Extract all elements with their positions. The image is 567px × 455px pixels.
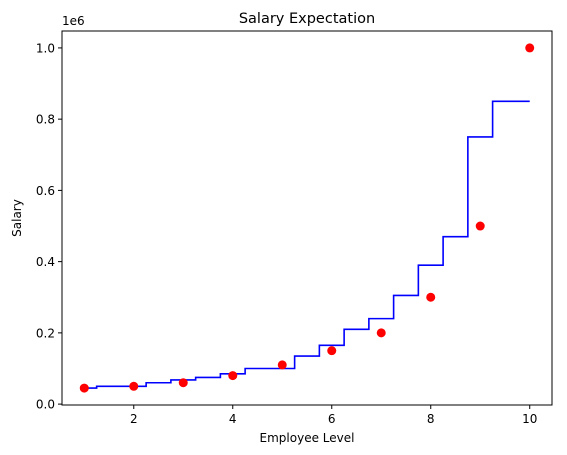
y-tick-label: 0.4 (36, 255, 55, 269)
scatter-point (525, 43, 535, 53)
y-axis-offset-label: 1e6 (62, 14, 85, 28)
chart-title: Salary Expectation (239, 11, 375, 27)
y-tick-label: 0.6 (36, 184, 55, 198)
scatter-point (277, 360, 287, 370)
plot-area (79, 43, 535, 393)
scatter-point (376, 328, 386, 338)
y-tick-label: 0.8 (36, 113, 55, 127)
y-tick-label: 0.0 (36, 398, 55, 412)
y-tick-label: 0.2 (36, 326, 55, 340)
x-tick-label: 6 (328, 412, 336, 426)
ticks: 2 4 6 8 10 0.0 0.2 0.4 0.6 0.8 1.0 (36, 41, 537, 426)
scatter-point (79, 383, 89, 393)
x-tick-label: 10 (522, 412, 537, 426)
scatter-point (327, 346, 337, 356)
y-tick-label: 1.0 (36, 41, 55, 55)
x-tick-label: 2 (130, 412, 138, 426)
scatter-point (475, 221, 485, 231)
scatter-point (129, 381, 139, 391)
x-tick-label: 8 (427, 412, 435, 426)
y-axis-label: Salary (10, 199, 24, 237)
x-tick-label: 4 (229, 412, 237, 426)
scatter-point (426, 292, 436, 302)
x-axis-label: Employee Level (260, 431, 355, 445)
axes-frame (61, 30, 553, 406)
scatter-point (178, 378, 188, 388)
step-line-series (84, 100, 530, 389)
scatter-point (228, 371, 238, 381)
